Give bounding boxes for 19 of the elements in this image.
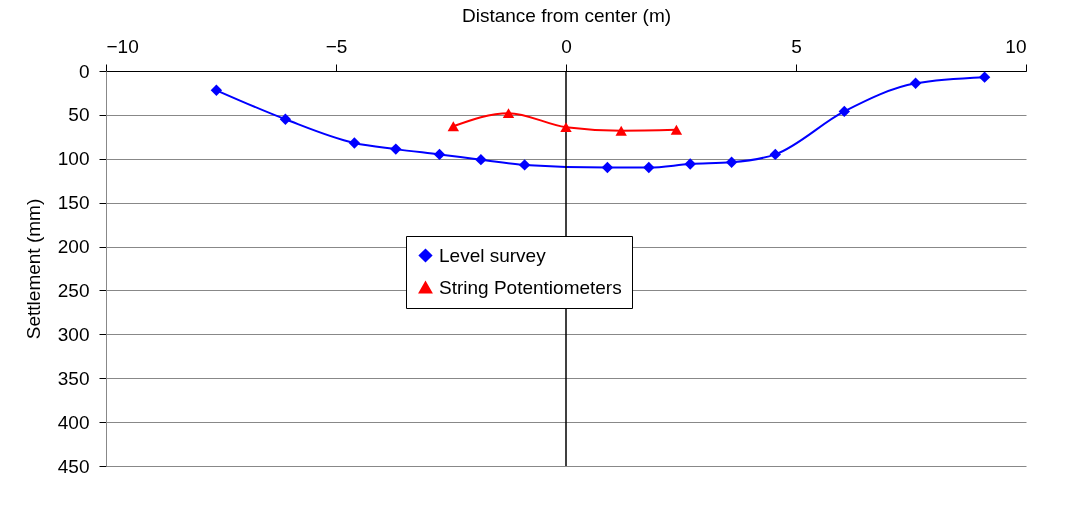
x-axis-title: Distance from center (m) [461,4,672,26]
x-tick-label: −5 [325,35,348,57]
y-tick-label: 400 [57,411,90,433]
y-axis-title: Settlement (mm) [22,198,44,340]
y-tick-label: 200 [57,236,90,258]
y-tick-label: 250 [57,279,90,301]
y-tick-label: 50 [68,104,90,126]
x-tick-label: 5 [791,35,802,57]
y-tick-label: 150 [57,192,90,214]
y-tick-label: 350 [57,367,90,389]
y-tick-label: 0 [78,60,90,82]
legend-label: Level survey [439,244,547,266]
x-tick-label: 0 [561,35,572,57]
legend-label: String Potentiometers [439,276,622,298]
x-tick-label: −10 [106,35,139,57]
y-tick-label: 300 [57,323,90,345]
x-tick-label: 10 [1005,35,1027,57]
y-tick-label: 450 [57,455,90,477]
y-tick-label: 100 [57,148,90,170]
